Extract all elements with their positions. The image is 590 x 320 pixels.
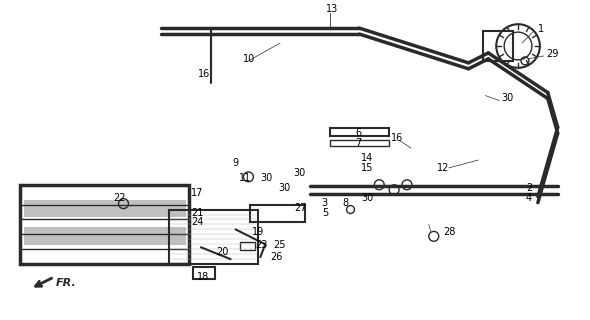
Text: 23: 23 (255, 240, 268, 250)
Bar (250, 204, 305, 222)
Text: 14: 14 (362, 153, 373, 163)
Text: 8: 8 (343, 198, 349, 208)
Text: 9: 9 (232, 158, 239, 168)
Bar (24, 228, 186, 245)
Text: 2: 2 (526, 183, 532, 193)
Text: 30: 30 (362, 193, 373, 203)
Text: 4: 4 (526, 193, 532, 203)
Text: 10: 10 (242, 54, 255, 64)
Bar (483, 31, 513, 61)
Text: 30: 30 (278, 183, 290, 193)
Text: 29: 29 (546, 49, 558, 59)
Text: 30: 30 (293, 168, 305, 178)
Bar (330, 140, 389, 146)
Text: 30: 30 (501, 92, 513, 102)
Text: 24: 24 (191, 218, 204, 228)
Text: 22: 22 (114, 193, 126, 203)
Text: 5: 5 (322, 208, 328, 218)
Text: 26: 26 (270, 252, 283, 262)
Bar (330, 128, 389, 136)
Text: 12: 12 (437, 163, 449, 173)
Bar (21, 185, 189, 264)
Text: 13: 13 (326, 4, 338, 14)
Text: 21: 21 (191, 208, 204, 218)
Bar (24, 200, 186, 218)
Bar (169, 210, 258, 264)
Text: 3: 3 (322, 198, 328, 208)
Text: 16: 16 (391, 133, 404, 143)
Text: 30: 30 (260, 173, 273, 183)
Text: 18: 18 (197, 272, 209, 282)
Text: 15: 15 (362, 163, 374, 173)
Text: 28: 28 (444, 228, 456, 237)
Text: 27: 27 (294, 203, 307, 212)
Text: 20: 20 (217, 247, 229, 257)
Text: 16: 16 (198, 69, 210, 79)
Text: 6: 6 (355, 128, 362, 138)
Bar (241, 242, 255, 250)
Text: 17: 17 (191, 188, 204, 198)
Text: 11: 11 (238, 173, 251, 183)
Text: 7: 7 (355, 138, 362, 148)
Text: 1: 1 (538, 24, 544, 34)
Text: FR.: FR. (56, 278, 77, 288)
Text: 19: 19 (253, 228, 265, 237)
Text: 25: 25 (273, 240, 286, 250)
Bar (193, 267, 215, 279)
